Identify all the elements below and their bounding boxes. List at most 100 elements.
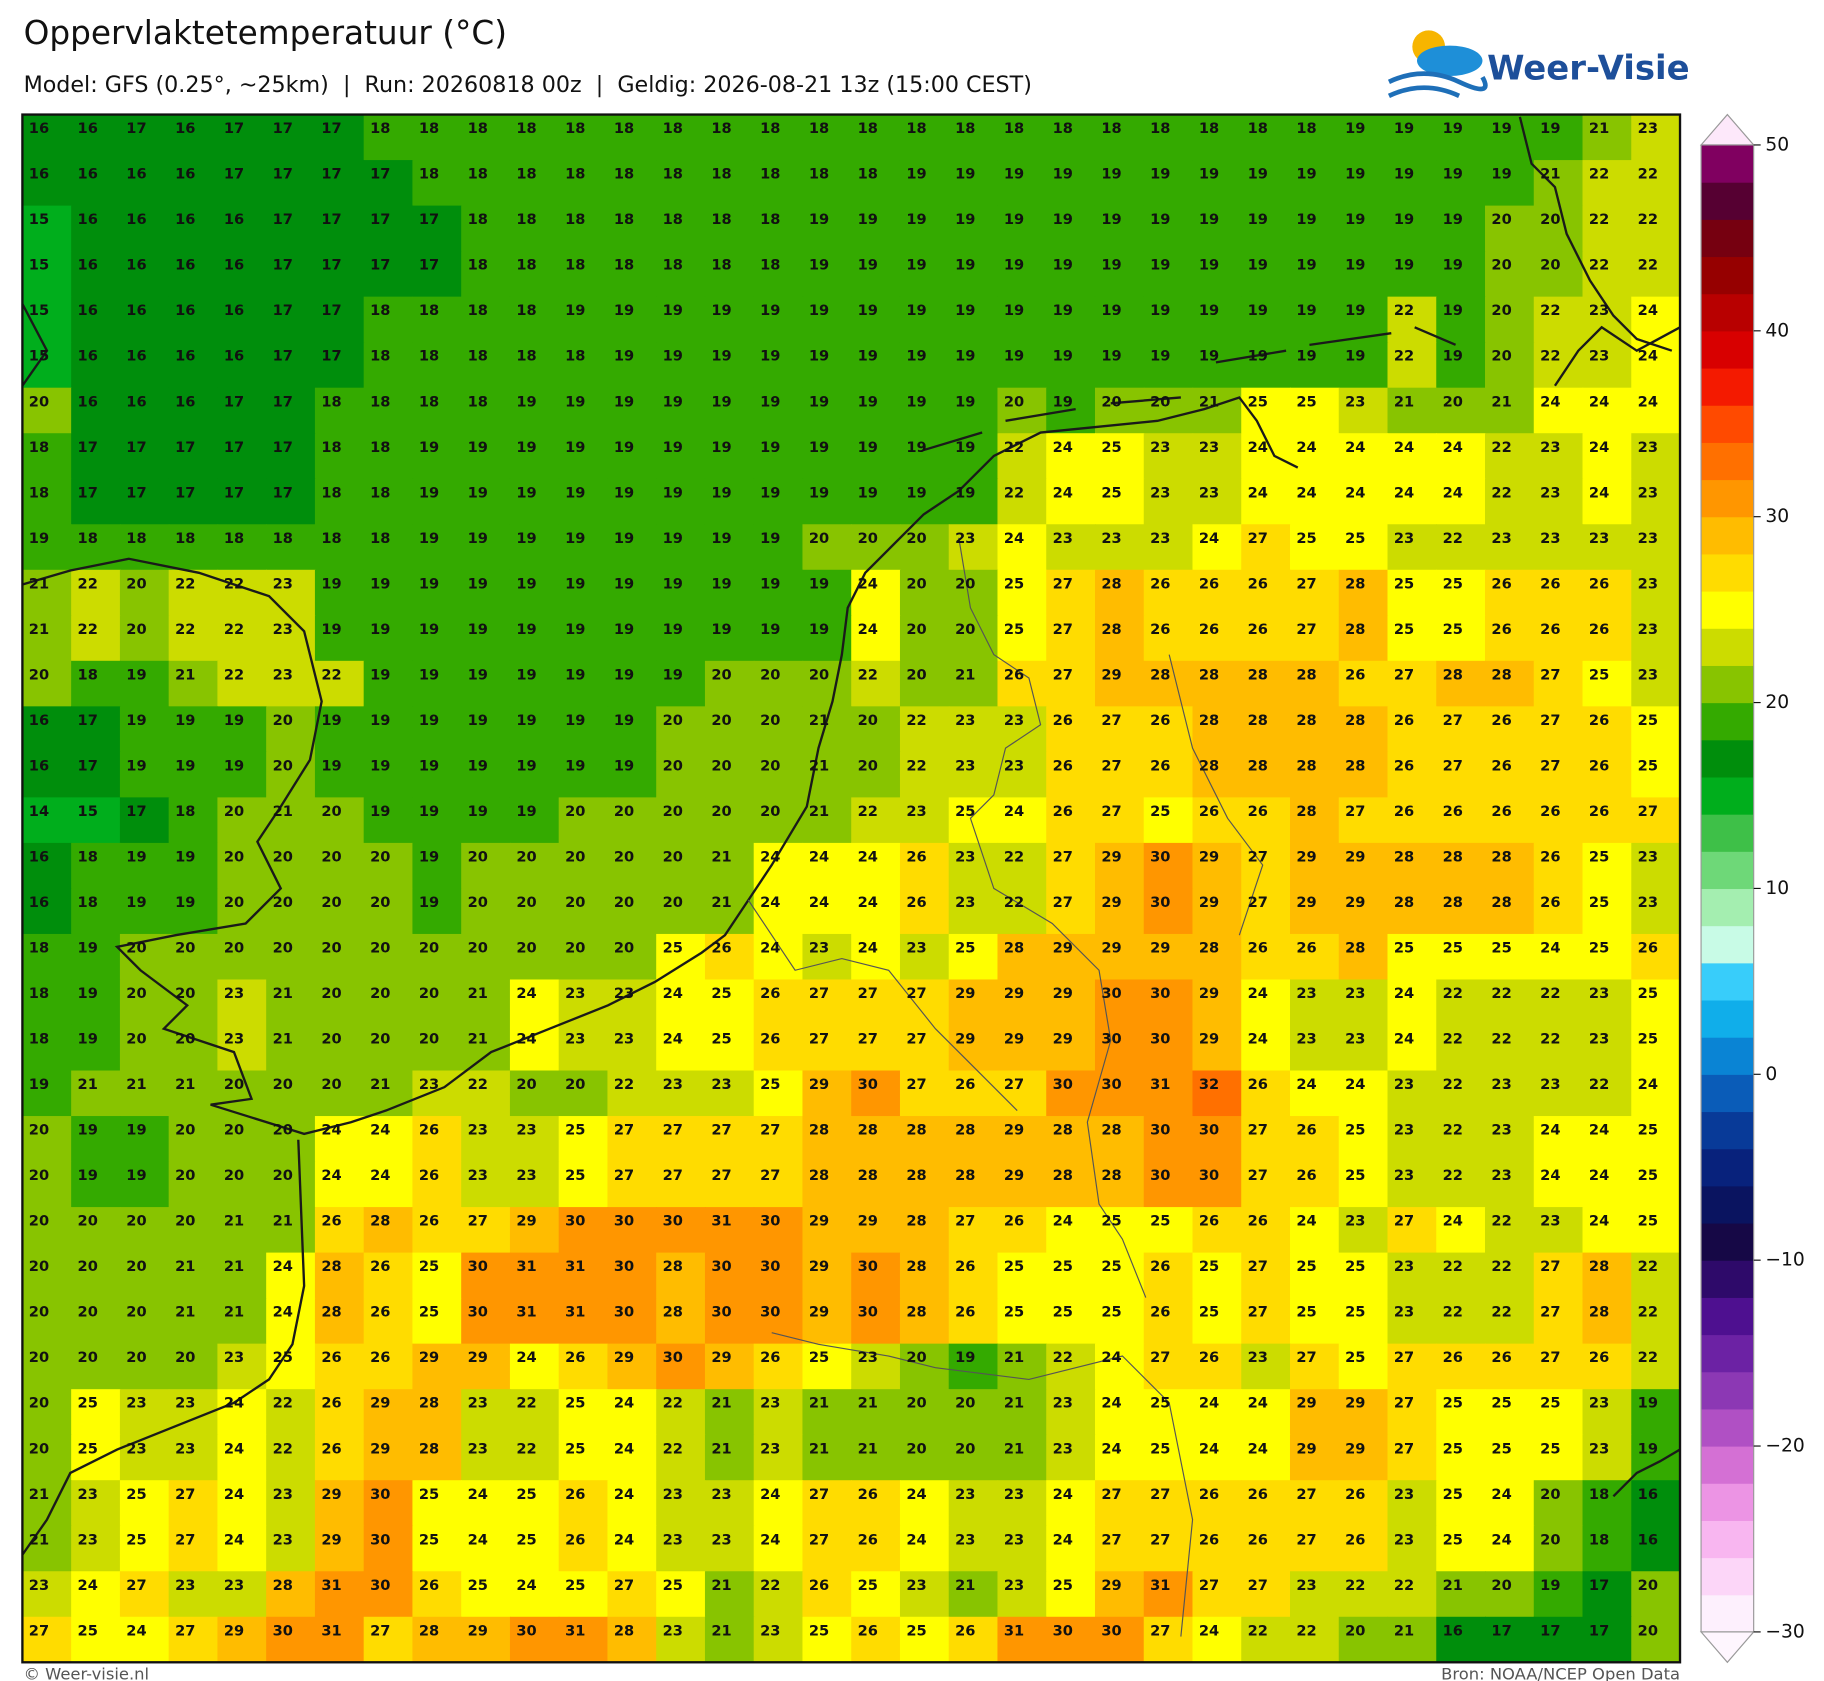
footer-left: © Weer-visie.nl (24, 1665, 150, 1681)
temperature-label: 19 (760, 530, 780, 547)
temperature-label: 29 (370, 1440, 390, 1457)
temperature-cell (1436, 433, 1486, 480)
temperature-label: 26 (321, 1395, 341, 1412)
temperature-label: 20 (565, 940, 585, 957)
temperature-label: 26 (1540, 803, 1560, 820)
temperature-label: 27 (1540, 1304, 1560, 1321)
temperature-label: 23 (273, 575, 293, 592)
temperature-label: 29 (809, 1258, 829, 1275)
temperature-label: 19 (419, 666, 439, 683)
temperature-label: 29 (1101, 1577, 1121, 1594)
temperature-label: 19 (955, 393, 975, 410)
temperature-label: 18 (1101, 120, 1121, 137)
temperature-label: 17 (78, 712, 98, 729)
temperature-label: 30 (1053, 1076, 1073, 1093)
temperature-label: 22 (858, 803, 878, 820)
temperature-label: 22 (1004, 894, 1024, 911)
temperature-label: 20 (1540, 1486, 1560, 1503)
temperature-cell (1387, 342, 1437, 389)
temperature-label: 22 (906, 712, 926, 729)
temperature-label: 25 (1345, 1122, 1365, 1139)
temperature-label: 20 (273, 757, 293, 774)
temperature-label: 20 (29, 1122, 49, 1139)
temperature-cell (656, 387, 706, 434)
temperature-label: 25 (663, 1577, 683, 1594)
temperature-label: 25 (419, 1486, 439, 1503)
temperature-label: 19 (78, 1031, 98, 1048)
temperature-label: 19 (370, 666, 390, 683)
temperature-label: 24 (906, 1531, 926, 1548)
temperature-label: 26 (1248, 803, 1268, 820)
temperature-label: 20 (321, 803, 341, 820)
temperature-label: 26 (1199, 1349, 1219, 1366)
temperature-label: 23 (1638, 621, 1658, 638)
temperature-label: 27 (1540, 666, 1560, 683)
temperature-label: 23 (1248, 1349, 1268, 1366)
temperature-label: 17 (224, 484, 244, 501)
temperature-label: 20 (663, 757, 683, 774)
temperature-label: 16 (175, 257, 195, 274)
temperature-label: 29 (1199, 894, 1219, 911)
temperature-label: 18 (1296, 120, 1316, 137)
temperature-label: 26 (1540, 848, 1560, 865)
temperature-cell (22, 205, 72, 252)
temperature-label: 23 (1053, 530, 1073, 547)
temperature-cell (704, 478, 755, 525)
temperature-cell (22, 251, 72, 298)
temperature-label: 22 (1540, 302, 1560, 319)
temperature-label: 20 (760, 712, 780, 729)
temperature-cell (119, 114, 170, 161)
temperature-label: 25 (955, 803, 975, 820)
temperature-cell (1192, 114, 1242, 161)
temperature-label: 19 (760, 302, 780, 319)
temperature-label: 22 (1589, 166, 1609, 183)
temperature-cell (1485, 478, 1535, 525)
temperature-label: 29 (1199, 985, 1219, 1002)
temperature-label: 30 (273, 1622, 293, 1639)
temperature-cell (412, 478, 462, 525)
colorbar-segment (1701, 1074, 1754, 1113)
temperature-cell (71, 433, 121, 480)
temperature-cell (948, 478, 999, 525)
temperature-cell (168, 387, 219, 434)
temperature-label: 19 (760, 575, 780, 592)
temperature-cell (363, 296, 414, 343)
temperature-label: 19 (175, 712, 195, 729)
temperature-label: 16 (126, 302, 146, 319)
colorbar-tick-label: −30 (1765, 1621, 1804, 1642)
temperature-label: 27 (809, 1531, 829, 1548)
temperature-label: 22 (1491, 439, 1511, 456)
temperature-label: 23 (1004, 1486, 1024, 1503)
temperature-label: 19 (175, 894, 195, 911)
temperature-cell (314, 296, 365, 343)
temperature-cell (558, 478, 609, 525)
temperature-cell (363, 251, 414, 298)
temperature-label: 26 (321, 1440, 341, 1457)
temperature-label: 18 (516, 302, 536, 319)
temperature-cell (1143, 160, 1194, 207)
temperature-label: 22 (614, 1076, 634, 1093)
temperature-label: 30 (1150, 985, 1170, 1002)
temperature-label: 24 (1491, 1486, 1511, 1503)
temperature-label: 24 (1101, 1349, 1121, 1366)
temperature-label: 23 (1540, 484, 1560, 501)
temperature-label: 19 (1053, 257, 1073, 274)
temperature-label: 23 (1638, 439, 1658, 456)
temperature-label: 28 (858, 1122, 878, 1139)
temperature-label: 16 (126, 166, 146, 183)
temperature-label: 19 (1004, 257, 1024, 274)
temperature-label: 25 (419, 1258, 439, 1275)
title: Oppervlaktetemperatuur (°C) (24, 14, 507, 52)
temperature-label: 25 (468, 1577, 488, 1594)
temperature-label: 23 (1394, 1122, 1414, 1139)
temperature-cell (1143, 205, 1194, 252)
temperature-label: 23 (1638, 530, 1658, 547)
temperature-label: 24 (858, 894, 878, 911)
temperature-cell (71, 342, 121, 389)
temperature-label: 23 (1394, 530, 1414, 547)
temperature-cell (266, 114, 316, 161)
temperature-label: 19 (614, 575, 634, 592)
temperature-label: 27 (1443, 712, 1463, 729)
colorbar-segment (1701, 1334, 1754, 1373)
temperature-label: 23 (955, 712, 975, 729)
